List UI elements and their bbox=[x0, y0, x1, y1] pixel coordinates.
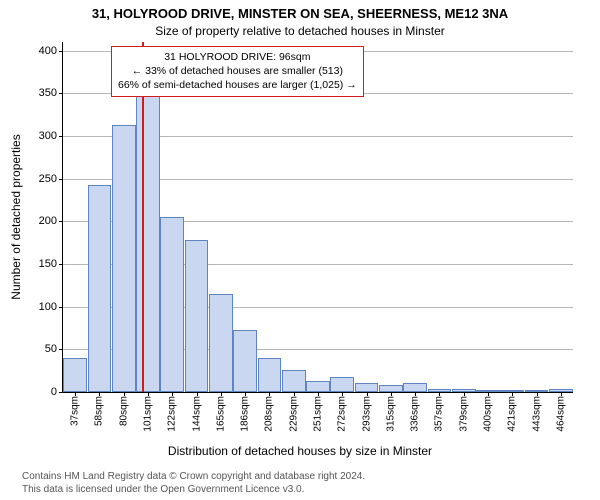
x-tick-label: 165sqm bbox=[215, 392, 226, 432]
histogram-bar bbox=[185, 240, 209, 392]
x-tick-label: 251sqm bbox=[313, 392, 324, 432]
footer-attribution: Contains HM Land Registry data © Crown c… bbox=[0, 471, 365, 496]
y-tick-label: 400 bbox=[39, 45, 63, 57]
x-tick-label: 315sqm bbox=[385, 392, 396, 432]
histogram-bar bbox=[306, 381, 330, 392]
x-tick-label: 144sqm bbox=[191, 392, 202, 432]
histogram-bar bbox=[355, 383, 379, 392]
x-tick-label: 122sqm bbox=[167, 392, 178, 432]
histogram-bar bbox=[233, 330, 257, 392]
chart-main-title: 31, HOLYROOD DRIVE, MINSTER ON SEA, SHEE… bbox=[0, 6, 600, 21]
y-tick-label: 100 bbox=[39, 301, 63, 313]
histogram-bar bbox=[63, 358, 87, 392]
x-tick-label: 357sqm bbox=[434, 392, 445, 432]
x-tick-label: 37sqm bbox=[70, 392, 81, 426]
x-tick-label: 421sqm bbox=[507, 392, 518, 432]
x-axis-label: Distribution of detached houses by size … bbox=[0, 444, 600, 458]
histogram-bar bbox=[282, 370, 306, 392]
y-tick-label: 300 bbox=[39, 130, 63, 142]
x-tick-label: 272sqm bbox=[337, 392, 348, 432]
x-tick-label: 336sqm bbox=[410, 392, 421, 432]
annotation-line: 66% of semi-detached houses are larger (… bbox=[118, 78, 357, 92]
histogram-bar bbox=[379, 385, 403, 392]
footer-line-2: This data is licensed under the Open Gov… bbox=[22, 484, 365, 497]
histogram-bar bbox=[160, 217, 184, 392]
histogram-bar bbox=[330, 377, 354, 392]
y-axis-label: Number of detached properties bbox=[9, 134, 23, 299]
histogram-bar bbox=[258, 358, 282, 392]
annotation-box: 31 HOLYROOD DRIVE: 96sqm← 33% of detache… bbox=[111, 46, 364, 97]
x-tick-label: 464sqm bbox=[555, 392, 566, 432]
x-tick-label: 80sqm bbox=[118, 392, 129, 426]
x-tick-label: 208sqm bbox=[264, 392, 275, 432]
x-tick-label: 101sqm bbox=[143, 392, 154, 432]
x-tick-label: 293sqm bbox=[361, 392, 372, 432]
y-tick-label: 0 bbox=[51, 386, 63, 398]
y-tick-label: 350 bbox=[39, 87, 63, 99]
histogram-bar bbox=[112, 125, 136, 392]
x-tick-label: 58sqm bbox=[94, 392, 105, 426]
x-tick-label: 443sqm bbox=[531, 392, 542, 432]
x-tick-label: 379sqm bbox=[458, 392, 469, 432]
chart-sub-title: Size of property relative to detached ho… bbox=[0, 24, 600, 38]
y-tick-label: 250 bbox=[39, 173, 63, 185]
x-tick-label: 186sqm bbox=[240, 392, 251, 432]
histogram-bar bbox=[136, 92, 160, 392]
footer-line-1: Contains HM Land Registry data © Crown c… bbox=[22, 471, 365, 484]
histogram-bar bbox=[403, 383, 427, 392]
chart-plot-area: 05010015020025030035040037sqm58sqm80sqm1… bbox=[62, 42, 573, 393]
annotation-line: ← 33% of detached houses are smaller (51… bbox=[118, 64, 357, 78]
y-tick-label: 50 bbox=[45, 343, 63, 355]
histogram-bar bbox=[209, 294, 233, 392]
annotation-line: 31 HOLYROOD DRIVE: 96sqm bbox=[118, 50, 357, 64]
x-tick-label: 400sqm bbox=[483, 392, 494, 432]
histogram-bar bbox=[88, 185, 112, 392]
x-tick-label: 229sqm bbox=[288, 392, 299, 432]
y-tick-label: 200 bbox=[39, 215, 63, 227]
y-tick-label: 150 bbox=[39, 258, 63, 270]
